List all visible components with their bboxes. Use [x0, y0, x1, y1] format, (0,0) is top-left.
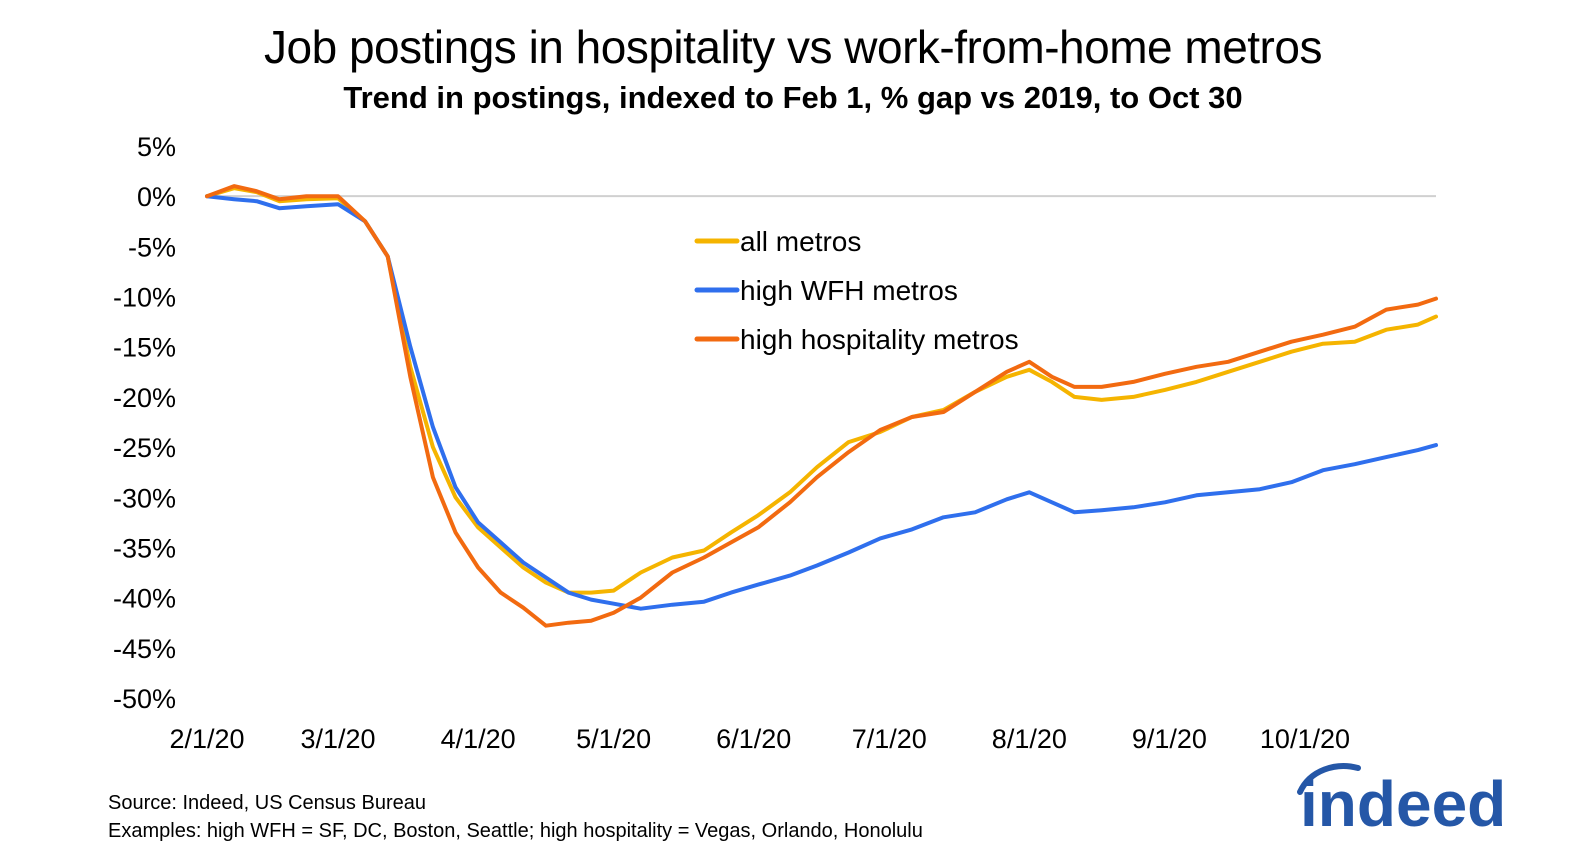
logo-text: indeed	[1300, 768, 1506, 840]
x-tick-label: 10/1/20	[1260, 724, 1350, 754]
series-lines	[205, 184, 1438, 628]
series-line-high-wfh-metros	[205, 194, 1438, 611]
x-tick-label: 8/1/20	[992, 724, 1067, 754]
x-tick-label: 2/1/20	[169, 724, 244, 754]
y-tick-label: -45%	[113, 634, 176, 664]
examples-note: Examples: high WFH = SF, DC, Boston, Sea…	[108, 820, 923, 842]
y-tick-label: -15%	[113, 333, 176, 363]
legend: all metros high WFH metros high hospitalit…	[694, 226, 1019, 355]
legend-label: high hospitality metros	[740, 324, 1019, 355]
x-tick-label: 4/1/20	[441, 724, 516, 754]
logo-arc-icon	[1297, 763, 1361, 795]
y-tick-label: -20%	[113, 383, 176, 413]
legend-label: high WFH metros	[740, 275, 958, 306]
x-axis-ticks: 2/1/20 3/1/20 4/1/20 5/1/20 6/1/20 7/1/20 8/1/…	[169, 724, 1350, 754]
chart-subtitle: Trend in postings, indexed to Feb 1, % g…	[343, 80, 1243, 115]
y-tick-label: 0%	[137, 182, 176, 212]
legend-label: all metros	[740, 226, 861, 257]
y-tick-label: -50%	[113, 684, 176, 714]
x-tick-label: 5/1/20	[576, 724, 651, 754]
indeed-logo: indeed	[1297, 763, 1506, 840]
x-tick-label: 6/1/20	[716, 724, 791, 754]
y-axis-ticks: 5% 0% -5% -10% -15% -20% -25% -30% -35% -40% -45% -…	[113, 132, 176, 714]
x-tick-label: 3/1/20	[300, 724, 375, 754]
y-tick-label: -10%	[113, 283, 176, 313]
chart-title: Job postings in hospitality vs work-from…	[264, 21, 1322, 73]
y-tick-label: -30%	[113, 483, 176, 513]
x-tick-label: 9/1/20	[1132, 724, 1207, 754]
y-tick-label: -5%	[128, 232, 176, 262]
y-tick-label: -40%	[113, 584, 176, 614]
series-line-high-hospitality-metros	[205, 184, 1438, 628]
x-tick-label: 7/1/20	[852, 724, 927, 754]
y-tick-label: -35%	[113, 533, 176, 563]
source-note: Source: Indeed, US Census Bureau	[108, 792, 426, 814]
y-tick-label: 5%	[137, 132, 176, 162]
y-tick-label: -25%	[113, 433, 176, 463]
